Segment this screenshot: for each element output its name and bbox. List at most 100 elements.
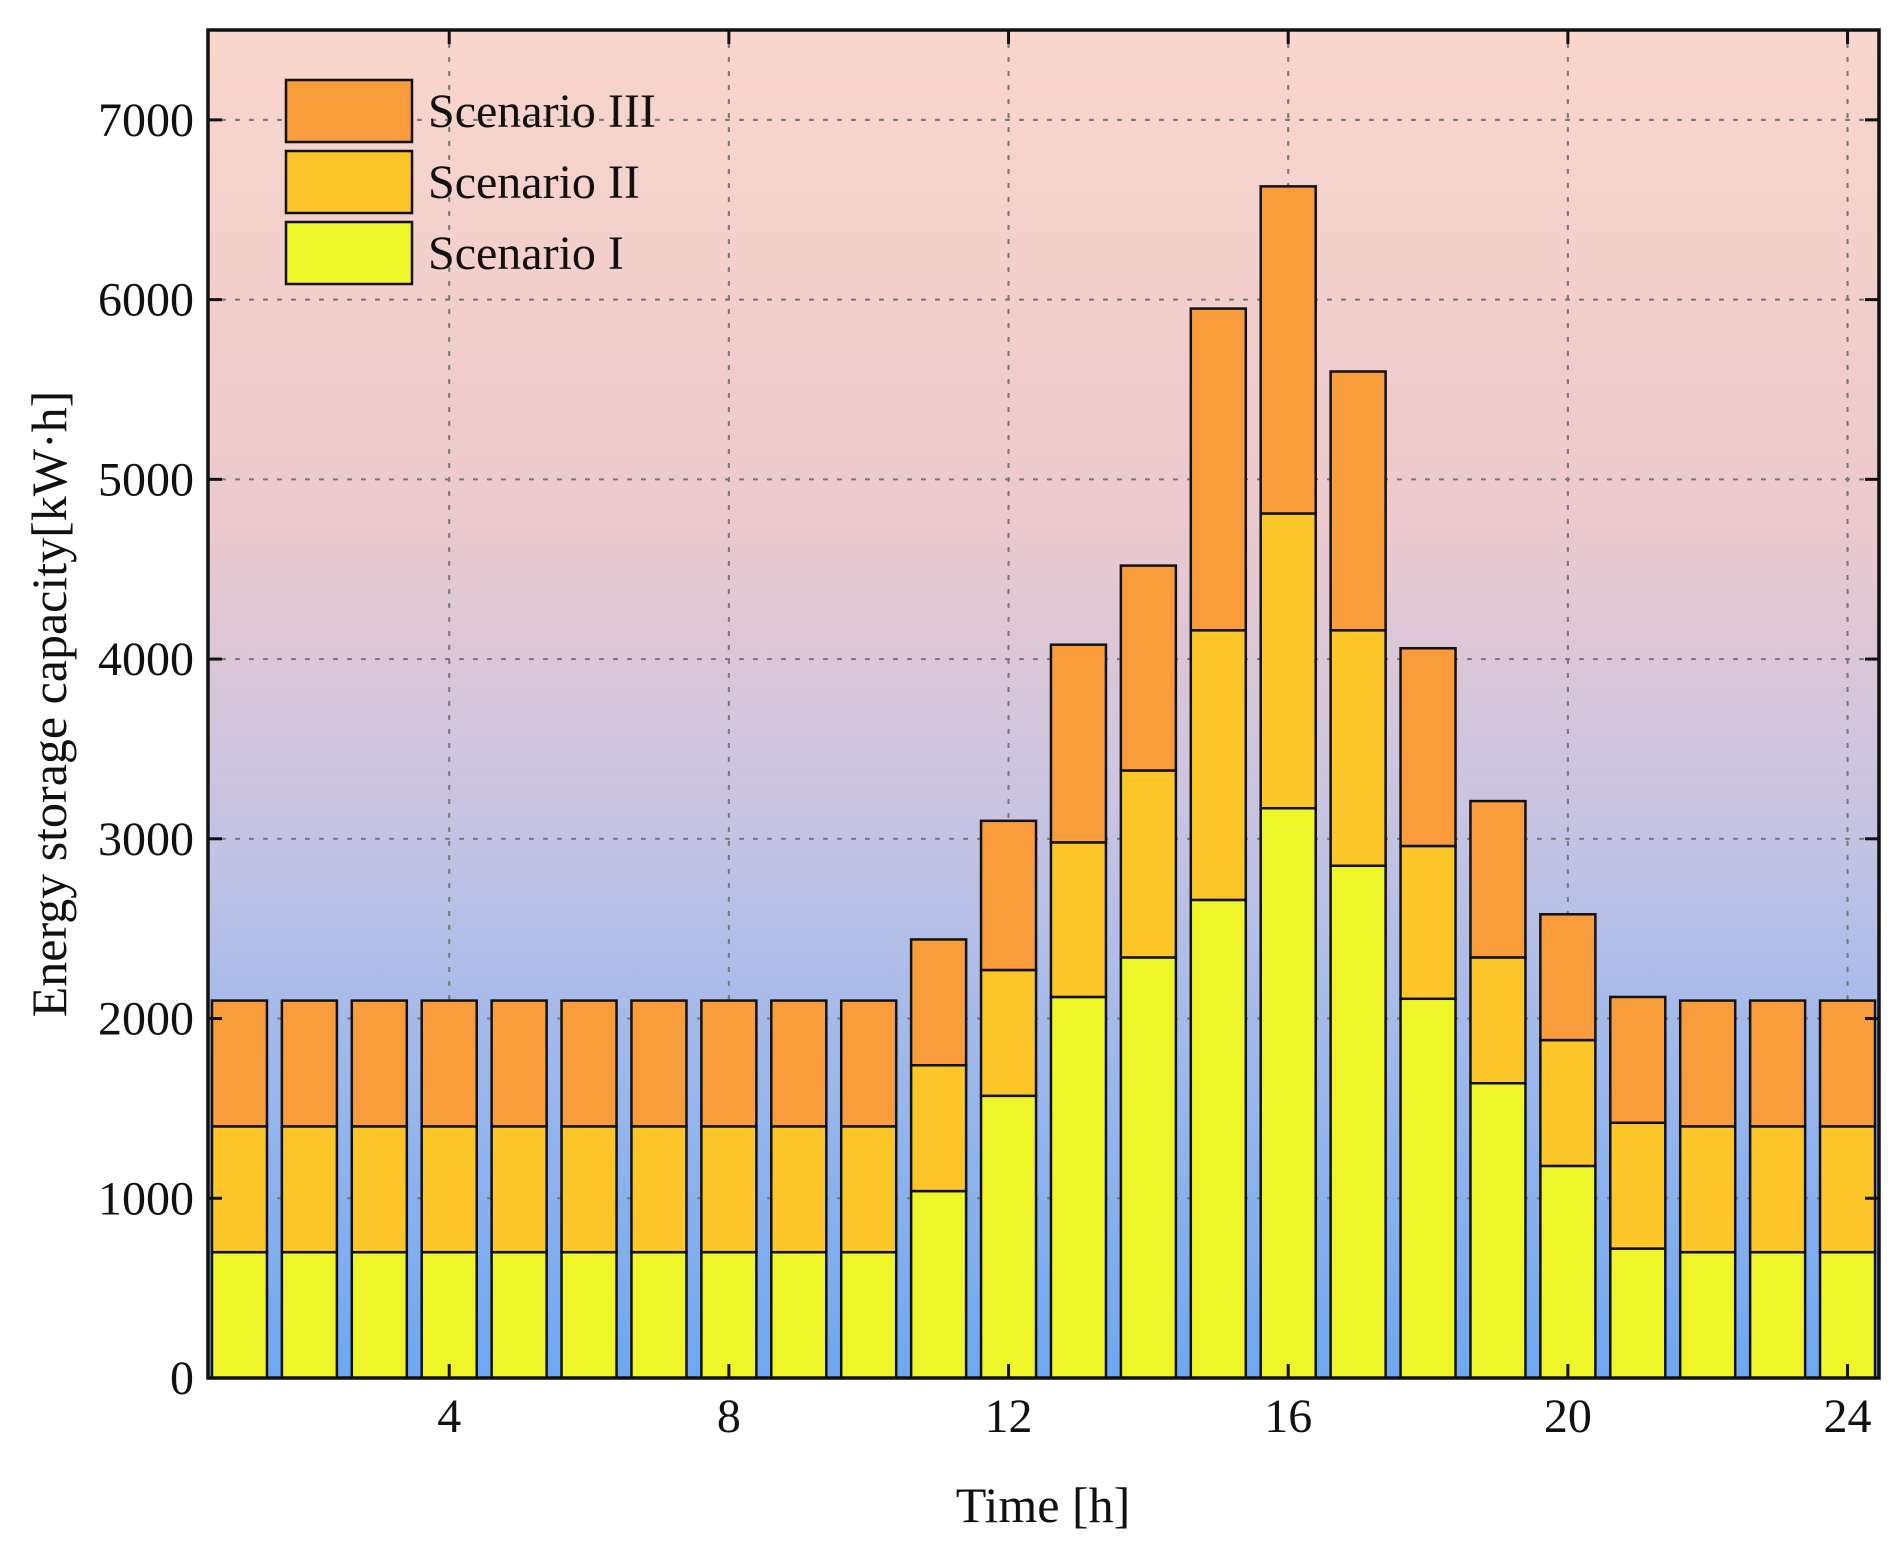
bar-scenario-iii-hour-22: [1678, 999, 1737, 1128]
bar-scenario-i-hour-14: [1119, 956, 1178, 1380]
bar-scenario-ii-hour-12: [979, 968, 1038, 1098]
bar-scenario-ii-hour-3: [350, 1125, 409, 1254]
bar-scenario-iii-hour-19: [1469, 799, 1527, 959]
legend-label-scenario-iii: Scenario III: [428, 85, 656, 138]
legend-swatch-scenario-ii: [284, 149, 414, 215]
bar-scenario-i-hour-13: [1049, 995, 1108, 1380]
bar-scenario-i-hour-23: [1748, 1250, 1807, 1380]
bar-scenario-iii-hour-4: [420, 999, 478, 1128]
bar-scenario-ii-hour-14: [1119, 769, 1178, 959]
bar-scenario-i-hour-21: [1609, 1247, 1667, 1380]
x-axis-title: Time [h]: [956, 1477, 1131, 1533]
bar-scenario-i-hour-8: [700, 1250, 758, 1380]
bar-scenario-iii-hour-5: [490, 999, 548, 1128]
legend-label-scenario-ii: Scenario II: [428, 156, 640, 209]
bar-scenario-ii-hour-17: [1329, 629, 1387, 868]
bar-scenario-i-hour-6: [560, 1250, 618, 1380]
bar-scenario-iii-hour-8: [700, 999, 758, 1128]
bar-scenario-i-hour-17: [1329, 864, 1387, 1380]
bar-scenario-i-hour-15: [1189, 898, 1248, 1380]
y-tick-label-2000: 2000: [98, 993, 194, 1046]
bar-scenario-i-hour-20: [1539, 1164, 1597, 1380]
y-tick-label-3000: 3000: [98, 813, 194, 866]
y-tick-label-4000: 4000: [98, 633, 194, 686]
bar-scenario-ii-hour-21: [1609, 1121, 1667, 1250]
bar-scenario-i-hour-2: [280, 1250, 339, 1380]
bar-scenario-i-hour-19: [1469, 1081, 1527, 1380]
bar-scenario-i-hour-5: [490, 1250, 548, 1380]
bar-scenario-ii-hour-22: [1678, 1125, 1737, 1254]
bar-scenario-i-hour-4: [420, 1250, 478, 1380]
bar-scenario-ii-hour-13: [1049, 841, 1108, 999]
legend: Scenario III Scenario II Scenario I: [284, 78, 656, 286]
x-tick-label-4: 4: [437, 1390, 461, 1443]
bar-scenario-i-hour-11: [909, 1189, 968, 1380]
x-tick-label-12: 12: [985, 1390, 1033, 1443]
bar-scenario-iii-hour-1: [210, 999, 269, 1128]
bar-scenario-iii-hour-15: [1189, 307, 1248, 632]
legend-swatch-scenario-iii: [284, 78, 414, 144]
bar-scenario-iii-hour-2: [280, 999, 339, 1128]
bar-scenario-ii-hour-4: [420, 1125, 478, 1254]
bar-scenario-ii-hour-19: [1469, 956, 1527, 1085]
x-tick-label-16: 16: [1264, 1390, 1312, 1443]
bar-scenario-i-hour-24: [1818, 1250, 1877, 1380]
bar-scenario-i-hour-16: [1259, 806, 1317, 1380]
bar-scenario-iii-hour-11: [909, 938, 968, 1067]
bar-scenario-ii-hour-15: [1189, 629, 1248, 902]
bar-scenario-i-hour-1: [210, 1250, 269, 1380]
bar-scenario-ii-hour-7: [630, 1125, 688, 1254]
bar-scenario-iii-hour-20: [1539, 913, 1597, 1042]
bar-scenario-i-hour-7: [630, 1250, 688, 1380]
y-tick-label-0: 0: [170, 1352, 194, 1405]
bar-scenario-ii-hour-10: [839, 1125, 898, 1254]
bar-scenario-iii-hour-12: [979, 819, 1038, 972]
bar-scenario-i-hour-12: [979, 1094, 1038, 1380]
bar-scenario-ii-hour-9: [770, 1125, 828, 1254]
bar-scenario-ii-hour-2: [280, 1125, 339, 1254]
y-tick-label-6000: 6000: [98, 274, 194, 327]
bar-scenario-ii-hour-8: [700, 1125, 758, 1254]
bar-scenario-iii-hour-16: [1259, 185, 1317, 515]
bar-scenario-iii-hour-21: [1609, 995, 1667, 1125]
bar-scenario-iii-hour-9: [770, 999, 828, 1128]
bar-scenario-i-hour-9: [770, 1250, 828, 1380]
x-tick-label-8: 8: [717, 1390, 741, 1443]
bar-scenario-ii-hour-20: [1539, 1038, 1597, 1168]
bar-scenario-i-hour-3: [350, 1250, 409, 1380]
bar-scenario-iii-hour-3: [350, 999, 409, 1128]
bar-scenario-iii-hour-14: [1119, 564, 1178, 772]
bar-scenario-ii-hour-11: [909, 1064, 968, 1193]
bar-scenario-iii-hour-6: [560, 999, 618, 1128]
bar-scenario-ii-hour-6: [560, 1125, 618, 1254]
y-tick-label-5000: 5000: [98, 453, 194, 506]
bar-scenario-ii-hour-18: [1399, 844, 1457, 1001]
bar-scenario-ii-hour-24: [1818, 1125, 1877, 1254]
y-axis-title: Energy storage capacity[kW·h]: [21, 391, 77, 1018]
bar-scenario-iii-hour-10: [839, 999, 898, 1128]
bars: [210, 185, 1877, 1380]
legend-label-scenario-i: Scenario I: [428, 227, 624, 280]
x-tick-labels: 4 8 12 16 20 24: [437, 1390, 1871, 1443]
bar-scenario-ii-hour-5: [490, 1125, 548, 1254]
bar-scenario-iii-hour-24: [1818, 999, 1877, 1128]
bar-scenario-iii-hour-23: [1748, 999, 1807, 1128]
x-tick-label-24: 24: [1824, 1390, 1872, 1443]
bar-scenario-iii-hour-13: [1049, 643, 1108, 844]
bar-scenario-ii-hour-16: [1259, 512, 1317, 810]
plot-frame: [206, 28, 1881, 1380]
x-tick-label-20: 20: [1544, 1390, 1592, 1443]
bar-scenario-ii-hour-1: [210, 1125, 269, 1254]
bar-scenario-iii-hour-18: [1399, 647, 1457, 848]
bar-scenario-i-hour-18: [1399, 997, 1457, 1380]
bar-scenario-i-hour-10: [839, 1250, 898, 1380]
bar-scenario-iii-hour-7: [630, 999, 688, 1128]
y-tick-labels: 0 1000 2000 3000 4000 5000 6000 7000: [98, 94, 194, 1405]
y-tick-label-1000: 1000: [98, 1172, 194, 1225]
plot-background: [208, 30, 1879, 1378]
axis-ticks: [208, 30, 1879, 1380]
y-tick-label-7000: 7000: [98, 94, 194, 147]
bar-scenario-i-hour-22: [1678, 1250, 1737, 1380]
legend-swatch-scenario-i: [284, 220, 414, 286]
